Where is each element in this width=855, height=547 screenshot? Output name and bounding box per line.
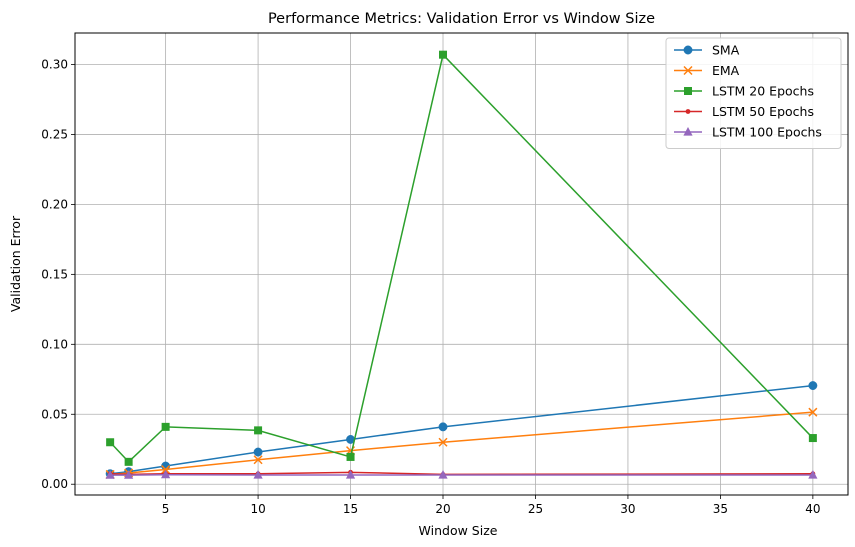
data-point bbox=[439, 50, 448, 59]
data-point bbox=[254, 426, 263, 435]
x-tick-label: 25 bbox=[528, 502, 543, 516]
y-tick-label: 0.25 bbox=[41, 127, 68, 141]
data-point bbox=[808, 469, 818, 479]
legend-marker bbox=[683, 127, 693, 136]
x-tick-label: 35 bbox=[713, 502, 728, 516]
y-tick-label: 0.05 bbox=[41, 407, 68, 421]
plot-area-frame bbox=[74, 32, 849, 496]
series-lstm-20-epochs bbox=[106, 50, 817, 466]
data-point bbox=[161, 469, 171, 479]
y-tick-label: 0.30 bbox=[41, 57, 68, 71]
legend-item-ema: EMA bbox=[674, 63, 740, 78]
data-point bbox=[124, 470, 134, 479]
legend-label: LSTM 100 Epochs bbox=[712, 125, 822, 140]
legend-box bbox=[665, 37, 842, 149]
legend-label: LSTM 50 Epochs bbox=[712, 104, 814, 119]
data-point bbox=[253, 447, 263, 457]
data-point bbox=[808, 407, 818, 417]
data-point bbox=[345, 469, 356, 479]
y-tick-label: 0.20 bbox=[41, 197, 68, 211]
data-point bbox=[438, 469, 448, 479]
data-point bbox=[106, 438, 115, 447]
x-axis-label: Window Size bbox=[419, 523, 498, 538]
series-lstm-100-epochs bbox=[105, 469, 818, 479]
legend-item-sma: SMA bbox=[674, 43, 740, 58]
x-tick-label: 30 bbox=[620, 502, 635, 516]
y-tick-label: 0.15 bbox=[41, 267, 68, 281]
data-point bbox=[161, 465, 171, 475]
legend-item-lstm-100-epochs: LSTM 100 Epochs bbox=[674, 125, 822, 140]
legend-item-lstm-50-epochs: LSTM 50 Epochs bbox=[674, 104, 814, 119]
legend-marker bbox=[684, 87, 692, 95]
x-tick-label: 5 bbox=[162, 502, 170, 516]
y-axis-label: Validation Error bbox=[8, 215, 23, 312]
legend-marker bbox=[683, 45, 693, 55]
legend-marker bbox=[683, 65, 693, 76]
y-axis: 0.00 0.05 0.10 0.15 0.20 0.25 0.30 bbox=[41, 57, 75, 491]
legend-label: EMA bbox=[712, 63, 740, 78]
data-point bbox=[438, 422, 448, 432]
legend-label: LSTM 20 Epochs bbox=[712, 84, 814, 99]
data-point bbox=[161, 422, 170, 431]
legend: SMA EMA LSTM 20 Epochs LSTM 50 Epochs LSTM 1… bbox=[665, 37, 842, 149]
legend-marker bbox=[685, 109, 691, 114]
data-point bbox=[253, 469, 263, 479]
data-point bbox=[105, 470, 115, 479]
data-point bbox=[438, 437, 448, 447]
chart-title: Performance Metrics: Validation Error vs… bbox=[268, 11, 655, 27]
data-point bbox=[346, 452, 355, 461]
y-tick-label: 0.00 bbox=[41, 477, 68, 491]
data-point bbox=[808, 434, 817, 443]
x-tick-label: 10 bbox=[250, 502, 265, 516]
legend-label: SMA bbox=[712, 43, 740, 58]
x-tick-label: 20 bbox=[435, 502, 450, 516]
x-tick-label: 40 bbox=[805, 502, 820, 516]
x-axis: 5 10 15 20 25 30 35 40 bbox=[162, 495, 821, 516]
series-group bbox=[105, 50, 818, 479]
y-tick-label: 0.10 bbox=[41, 337, 68, 351]
x-tick-label: 15 bbox=[343, 502, 358, 516]
data-point bbox=[124, 457, 133, 466]
data-point bbox=[808, 381, 818, 391]
data-point bbox=[253, 455, 263, 465]
legend-item-lstm-20-epochs: LSTM 20 Epochs bbox=[674, 84, 814, 99]
